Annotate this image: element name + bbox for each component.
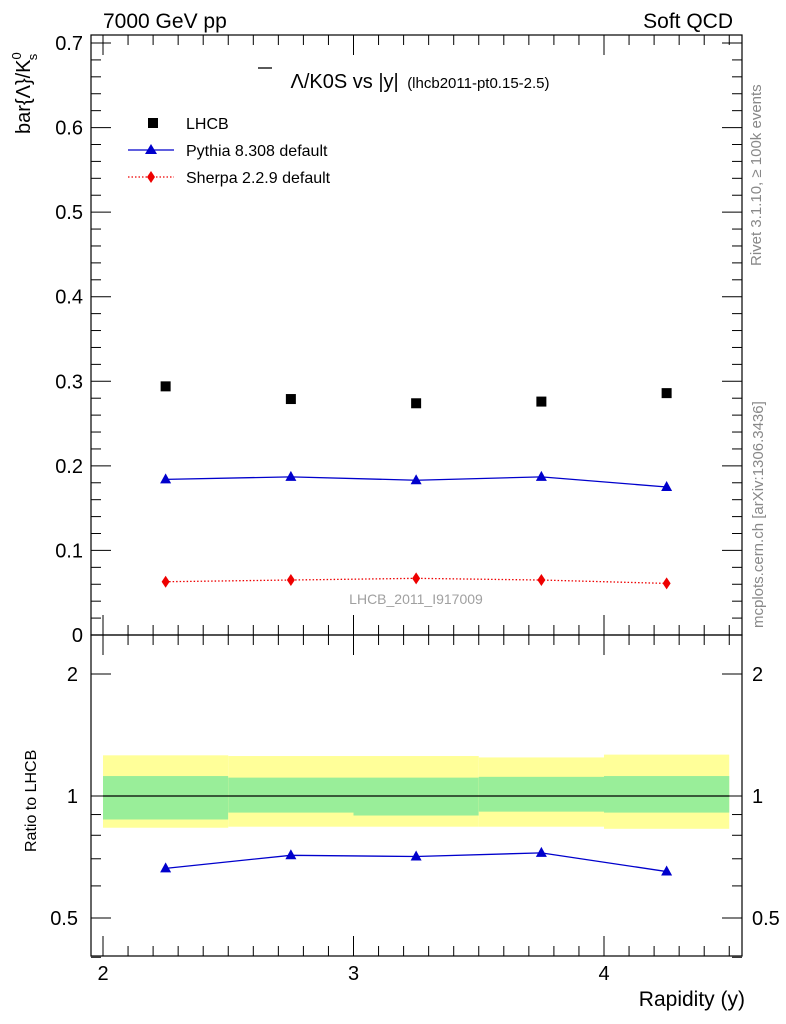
data-point-sherpa [537,574,546,587]
rivet-info: Rivet 3.1.10, ≥ 100k events [748,84,765,266]
main-y-axis-label-sub: s [25,53,40,60]
ratio-ytick-label-left: 0.5 [50,908,78,930]
legend-label-lhcb: LHCB [186,116,229,133]
ratio-point-pythia [535,846,547,857]
data-point-lhcb [160,381,171,392]
data-point-pythia [410,474,422,485]
legend-label-sherpa: Sherpa 2.2.9 default [186,170,331,187]
main-y-tick-labels: 0 0.1 0.2 0.3 0.4 0.5 0.6 0.7 [55,33,83,647]
mcplots-info: mcplots.cern.ch [arXiv:1306.3436] [750,401,767,628]
ratio-ytick-label-left: 2 [67,664,78,686]
series-sherpa [161,572,671,590]
main-ytick-label: 0.6 [55,118,83,140]
x-tick-label: 2 [97,963,108,985]
series-pythia [160,470,673,491]
main-ytick-label: 0.4 [55,287,83,309]
ratio-series [160,846,673,876]
data-point-lhcb [661,388,672,399]
plot-title: Λ/K0S vs |y| (lhcb2011-pt0.15-2.5) [291,71,550,93]
data-point-sherpa [286,574,295,587]
ratio-band-inner [604,776,730,813]
legend-marker-sherpa [147,171,155,183]
data-point-sherpa [161,575,170,588]
analysis-watermark: LHCB_2011_I917009 [349,591,483,607]
main-series [160,381,673,590]
legend-marker-pythia [145,144,157,154]
main-axis-ticks [91,35,742,636]
legend: LHCB Pythia 8.308 default Sherpa 2.2.9 d… [128,116,331,187]
data-point-pythia [535,470,547,481]
ratio-point-pythia [160,862,172,873]
plot-title-main: Λ/K0S vs |y| [291,71,399,93]
ratio-ytick-label-right: 2 [752,664,763,686]
ratio-ytick-label-left: 1 [67,786,78,808]
data-point-lhcb [285,394,296,405]
ratio-point-pythia [410,850,422,861]
header-left: 7000 GeV pp [103,10,227,33]
ratio-point-pythia [285,849,297,860]
ratio-ytick-label-right: 1 [752,786,763,808]
main-ytick-label: 0.3 [55,371,83,393]
x-axis-label: Rapidity (y) [639,988,745,1011]
main-ytick-label: 0 [72,625,83,647]
ratio-bands [103,754,730,829]
main-ytick-label: 0.5 [55,202,83,224]
data-point-pythia [661,481,673,491]
ratio-series-pythia [160,846,673,876]
series-lhcb [160,381,672,409]
x-tick-label: 3 [348,963,359,985]
data-point-sherpa [412,572,421,585]
main-y-axis-label-sup: 0 [9,52,24,59]
ratio-y-axis-label: Ratio to LHCB [23,750,40,852]
x-tick-label: 4 [598,963,609,985]
series-line-sherpa [165,577,667,585]
main-ytick-label: 0.7 [55,33,83,55]
legend-marker-lhcb [148,118,158,128]
data-point-lhcb [536,396,547,407]
ratio-ytick-label-right: 0.5 [752,908,780,930]
data-point-lhcb [411,398,422,409]
ratio-band-inner [103,776,229,820]
main-y-axis-label: bar{Λ}/K0s [9,52,40,134]
ratio-band-inner [228,777,354,813]
data-point-pythia [160,473,172,484]
ratio-axis-ticks [91,635,742,958]
main-ytick-label: 0.1 [55,540,83,562]
header-right: Soft QCD [643,10,733,33]
main-ytick-label: 0.2 [55,456,83,478]
plot-title-sub: (lhcb2011-pt0.15-2.5) [407,75,549,92]
main-y-axis-label-text: bar{Λ}/K [13,59,35,134]
ratio-tick-labels: 0.5 0.5 1 1 2 2 2 3 4 [50,664,780,985]
legend-label-pythia: Pythia 8.308 default [186,143,328,160]
ratio-band-inner [478,776,604,812]
ratio-point-pythia [661,865,673,876]
data-point-pythia [285,470,297,481]
data-point-sherpa [662,577,671,590]
